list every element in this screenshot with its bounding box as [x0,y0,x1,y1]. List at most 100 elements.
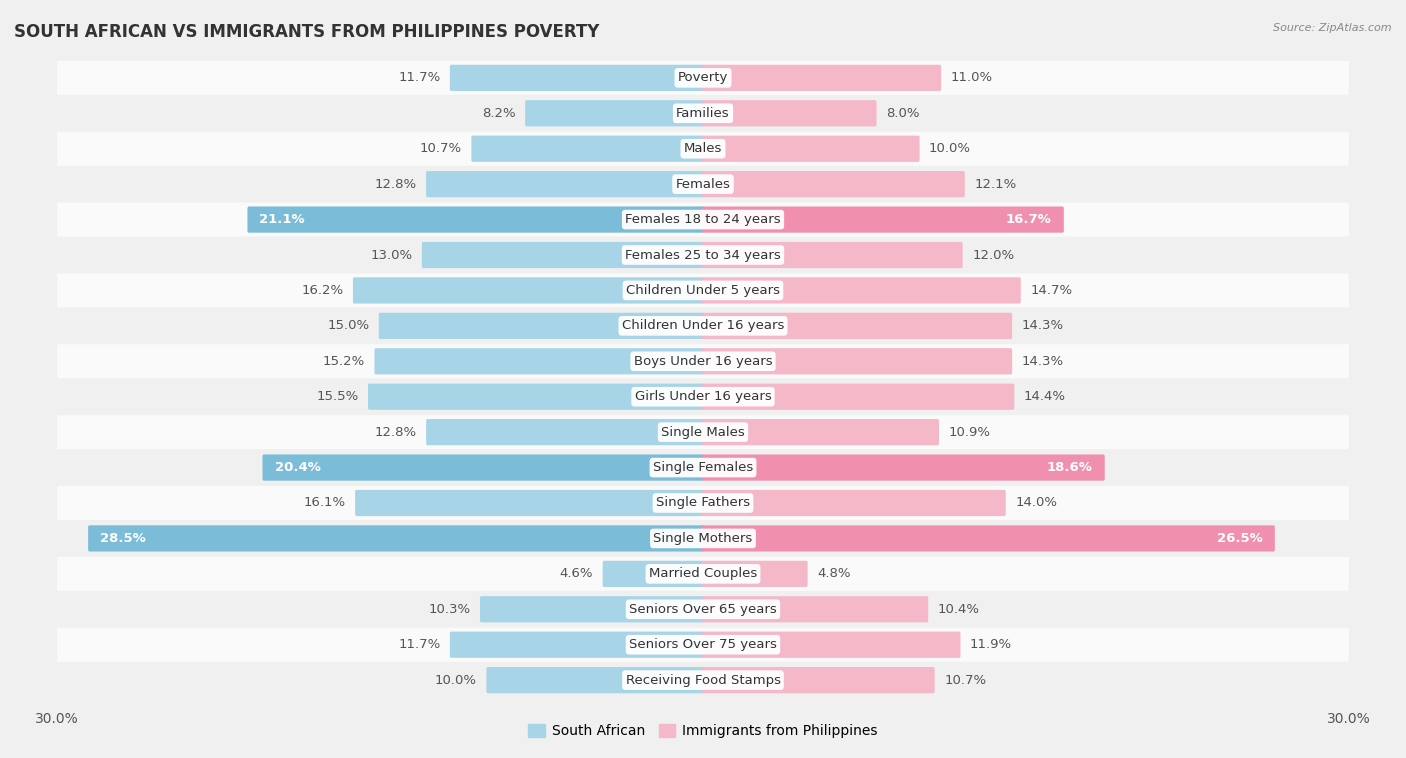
Text: 11.0%: 11.0% [950,71,993,84]
Text: 18.6%: 18.6% [1047,461,1092,474]
Legend: South African, Immigrants from Philippines: South African, Immigrants from Philippin… [523,719,883,744]
FancyBboxPatch shape [58,415,1348,449]
FancyBboxPatch shape [58,96,1348,130]
FancyBboxPatch shape [58,592,1348,626]
Text: 16.2%: 16.2% [301,284,343,297]
FancyBboxPatch shape [58,202,1348,236]
FancyBboxPatch shape [58,274,1348,308]
FancyBboxPatch shape [58,309,1348,343]
Text: Females 25 to 34 years: Females 25 to 34 years [626,249,780,262]
FancyBboxPatch shape [422,242,704,268]
FancyBboxPatch shape [58,522,1348,556]
FancyBboxPatch shape [450,64,704,91]
FancyBboxPatch shape [702,348,1012,374]
FancyBboxPatch shape [356,490,704,516]
FancyBboxPatch shape [89,525,704,552]
Text: Source: ZipAtlas.com: Source: ZipAtlas.com [1274,23,1392,33]
Text: 13.0%: 13.0% [370,249,412,262]
Text: 10.7%: 10.7% [945,674,986,687]
Text: 11.7%: 11.7% [398,638,440,651]
FancyBboxPatch shape [486,667,704,694]
Text: 16.7%: 16.7% [1007,213,1052,226]
FancyBboxPatch shape [702,631,960,658]
Text: 10.4%: 10.4% [938,603,980,615]
FancyBboxPatch shape [58,628,1348,662]
Text: 10.9%: 10.9% [949,426,990,439]
Text: SOUTH AFRICAN VS IMMIGRANTS FROM PHILIPPINES POVERTY: SOUTH AFRICAN VS IMMIGRANTS FROM PHILIPP… [14,23,599,41]
FancyBboxPatch shape [702,136,920,161]
FancyBboxPatch shape [353,277,704,303]
Text: 28.5%: 28.5% [100,532,146,545]
Text: 14.7%: 14.7% [1031,284,1073,297]
FancyBboxPatch shape [702,313,1012,339]
Text: Single Males: Single Males [661,426,745,439]
FancyBboxPatch shape [702,597,928,622]
Text: 11.9%: 11.9% [970,638,1012,651]
Text: 16.1%: 16.1% [304,496,346,509]
Text: 8.2%: 8.2% [482,107,516,120]
Text: 26.5%: 26.5% [1218,532,1263,545]
FancyBboxPatch shape [58,344,1348,378]
Text: Girls Under 16 years: Girls Under 16 years [634,390,772,403]
Text: Poverty: Poverty [678,71,728,84]
FancyBboxPatch shape [58,380,1348,414]
FancyBboxPatch shape [702,242,963,268]
Text: 10.3%: 10.3% [429,603,471,615]
Text: Females: Females [675,177,731,191]
FancyBboxPatch shape [58,132,1348,166]
FancyBboxPatch shape [702,171,965,197]
Text: 15.0%: 15.0% [328,319,370,332]
Text: 20.4%: 20.4% [274,461,321,474]
FancyBboxPatch shape [702,64,941,91]
FancyBboxPatch shape [450,631,704,658]
FancyBboxPatch shape [702,667,935,694]
Text: 12.0%: 12.0% [972,249,1014,262]
Text: 21.1%: 21.1% [260,213,305,226]
Text: 10.7%: 10.7% [420,143,461,155]
Text: 15.5%: 15.5% [316,390,359,403]
Text: Single Mothers: Single Mothers [654,532,752,545]
FancyBboxPatch shape [58,663,1348,697]
Text: Boys Under 16 years: Boys Under 16 years [634,355,772,368]
Text: Children Under 16 years: Children Under 16 years [621,319,785,332]
FancyBboxPatch shape [58,450,1348,484]
FancyBboxPatch shape [702,561,807,587]
FancyBboxPatch shape [702,419,939,445]
Text: Families: Families [676,107,730,120]
FancyBboxPatch shape [702,100,876,127]
Text: 12.1%: 12.1% [974,177,1017,191]
FancyBboxPatch shape [368,384,704,410]
Text: 10.0%: 10.0% [434,674,477,687]
Text: 14.4%: 14.4% [1024,390,1066,403]
FancyBboxPatch shape [263,455,704,481]
Text: 12.8%: 12.8% [374,177,416,191]
Text: 15.2%: 15.2% [323,355,366,368]
Text: Children Under 5 years: Children Under 5 years [626,284,780,297]
Text: Receiving Food Stamps: Receiving Food Stamps [626,674,780,687]
FancyBboxPatch shape [702,455,1105,481]
Text: Females 18 to 24 years: Females 18 to 24 years [626,213,780,226]
FancyBboxPatch shape [426,171,704,197]
FancyBboxPatch shape [58,61,1348,95]
Text: 8.0%: 8.0% [886,107,920,120]
FancyBboxPatch shape [378,313,704,339]
Text: Single Females: Single Females [652,461,754,474]
FancyBboxPatch shape [479,597,704,622]
FancyBboxPatch shape [702,525,1275,552]
FancyBboxPatch shape [526,100,704,127]
Text: Married Couples: Married Couples [650,567,756,581]
FancyBboxPatch shape [702,206,1064,233]
Text: Seniors Over 65 years: Seniors Over 65 years [628,603,778,615]
FancyBboxPatch shape [58,238,1348,272]
Text: Single Fathers: Single Fathers [657,496,749,509]
Text: Seniors Over 75 years: Seniors Over 75 years [628,638,778,651]
FancyBboxPatch shape [247,206,704,233]
Text: 11.7%: 11.7% [398,71,440,84]
FancyBboxPatch shape [603,561,704,587]
Text: 14.3%: 14.3% [1022,355,1064,368]
Text: 14.0%: 14.0% [1015,496,1057,509]
FancyBboxPatch shape [702,490,1005,516]
Text: 10.0%: 10.0% [929,143,972,155]
Text: 14.3%: 14.3% [1022,319,1064,332]
FancyBboxPatch shape [702,277,1021,303]
